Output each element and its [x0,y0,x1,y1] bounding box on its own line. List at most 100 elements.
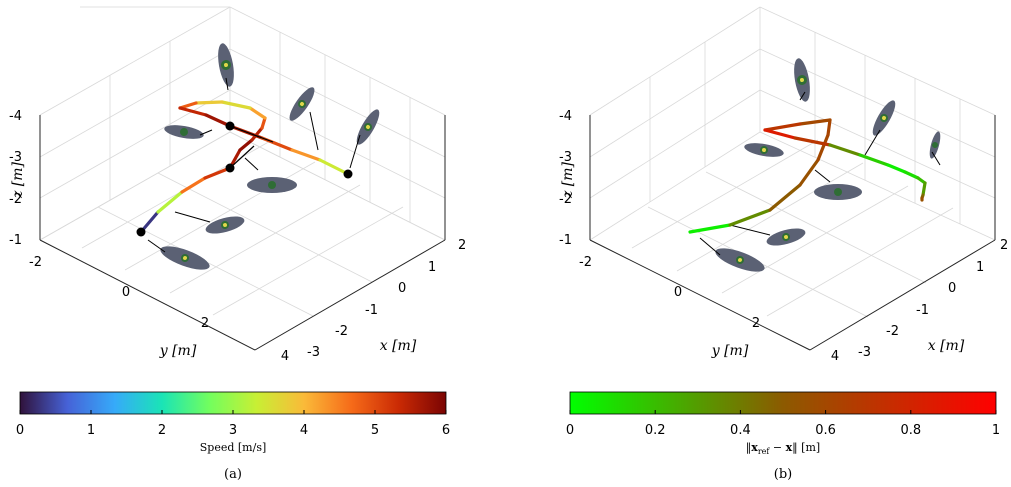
b-y-tick-3: 2 [752,316,760,331]
waypoint-marker [343,169,353,179]
a-z-tick-2: -3 [9,150,22,165]
colorbar-tick-label: 4 [300,423,308,438]
a-x-tick-3: 0 [398,281,406,296]
trajectory-segment [793,136,832,147]
drone-icon [356,109,380,145]
b-z-label: z [m] [560,161,576,199]
b-z-tick-2: -3 [559,150,572,165]
a-y-tick-1: -2 [29,255,42,270]
trajectory-segment [858,153,890,167]
a-x-label: x [m] [380,338,417,354]
drone-icon [164,125,204,139]
drone-icon [766,228,806,246]
b-trajectory [688,118,927,234]
drone-icon [247,177,297,193]
trajectory-segment [798,118,832,126]
colorbar-tick-label: 0 [566,423,574,438]
a-x-tick-4: -1 [365,303,378,318]
trajectory-segment [921,181,927,197]
a-drone-snapshots [160,43,380,270]
trajectory-segment [688,223,732,234]
trajectory-segment [826,118,832,137]
trajectory-segment [828,143,862,157]
panel-a-grid [39,6,446,351]
a-caption: (a) [224,467,242,482]
a-z-label: z [m] [10,161,26,199]
drone-icon [218,43,234,87]
drone-icon [929,131,941,159]
trajectory-segment [248,106,267,120]
drone-icon [715,248,765,272]
colorbar-tick-label: 0.8 [900,423,921,438]
b-y-tick-1: -2 [579,255,592,270]
trajectory-segment [763,122,802,132]
trajectory-segment [180,176,207,194]
trajectory-segment [250,126,264,142]
a-y-label: y [m] [159,343,197,359]
colorbar-tick-label: 0.6 [815,423,836,438]
drone-icon [814,184,862,200]
b-caption: (b) [774,467,792,482]
a-x-tick-2: 1 [428,260,436,275]
drone-icon [160,246,210,270]
a-y-tick-2: 0 [122,285,130,300]
drone-icon [744,143,784,157]
b-z-tick-1: -4 [559,109,572,124]
colorbar-tick-label: 1 [992,423,1000,438]
trajectory-segment [318,158,350,176]
trajectory-segment [156,190,184,214]
drone-icon [289,87,315,121]
a-colorbar-label: Speed [m/s] [200,441,267,454]
b-x-tick-3: 0 [948,281,956,296]
b-colorbar-label: ‖xref − x‖ [m] [746,441,820,456]
colorbar-tick-label: 0.2 [645,423,666,438]
trajectory-segment [816,133,830,162]
panel-a-plot: -4 -3 -2 -1 -2 0 2 4 2 1 0 -1 -2 -3 z [m… [9,6,466,364]
drone-icon [872,100,896,136]
b-x-tick-4: -1 [916,303,929,318]
trajectory-segment [903,170,920,180]
a-z-tick-4: -1 [9,233,22,248]
trajectory-segment [238,138,254,152]
a-x-tick-1: 2 [458,238,466,253]
b-x-tick-1: 2 [1000,238,1008,253]
colorbar-tick-label: 6 [442,423,450,438]
drone-icon [794,58,810,102]
colorbar-tick-label: 5 [371,423,379,438]
panel-b-plot: -4 -3 -2 -1 -2 0 2 4 2 1 0 -1 -2 -3 z [m… [559,6,1008,364]
colorbar-tick-label: 1 [87,423,95,438]
colorbar-tick-label: 2 [158,423,166,438]
a-x-tick-5: -2 [335,324,348,339]
a-x-tick-6: -3 [307,345,320,360]
b-y-label: y [m] [711,343,749,359]
a-trajectory [139,100,350,234]
colorbar-tick-label: 0.4 [730,423,751,438]
trajectory-segment [886,163,907,174]
a-snapshot-connectors [147,77,361,253]
trajectory-segment [763,128,797,140]
a-y-tick-3: 2 [201,316,209,331]
a-y-tick-4: 4 [281,349,289,364]
b-x-tick-2: 1 [976,260,984,275]
trajectory-segment [768,183,802,212]
b-x-label: x [m] [928,338,965,354]
a-z-tick-3: -2 [9,192,22,207]
b-colorbar [569,391,997,415]
b-y-tick-2: 0 [674,285,682,300]
trajectory-segment [728,208,772,227]
b-x-tick-5: -2 [886,324,899,339]
trajectory-segment [798,158,820,187]
trajectory-segment [220,100,252,110]
a-z-tick-1: -4 [9,109,22,124]
drone-icon [205,216,245,234]
b-z-tick-4: -1 [559,233,572,248]
colorbar-tick-label: 3 [229,423,237,438]
b-y-tick-4: 4 [831,349,839,364]
colorbar-tick-label: 0 [16,423,24,438]
trajectory-segment [260,116,267,130]
trajectory-segment [290,148,322,162]
b-x-tick-6: -3 [858,345,871,360]
waypoint-marker [136,227,146,237]
trajectory-segment [178,106,208,117]
